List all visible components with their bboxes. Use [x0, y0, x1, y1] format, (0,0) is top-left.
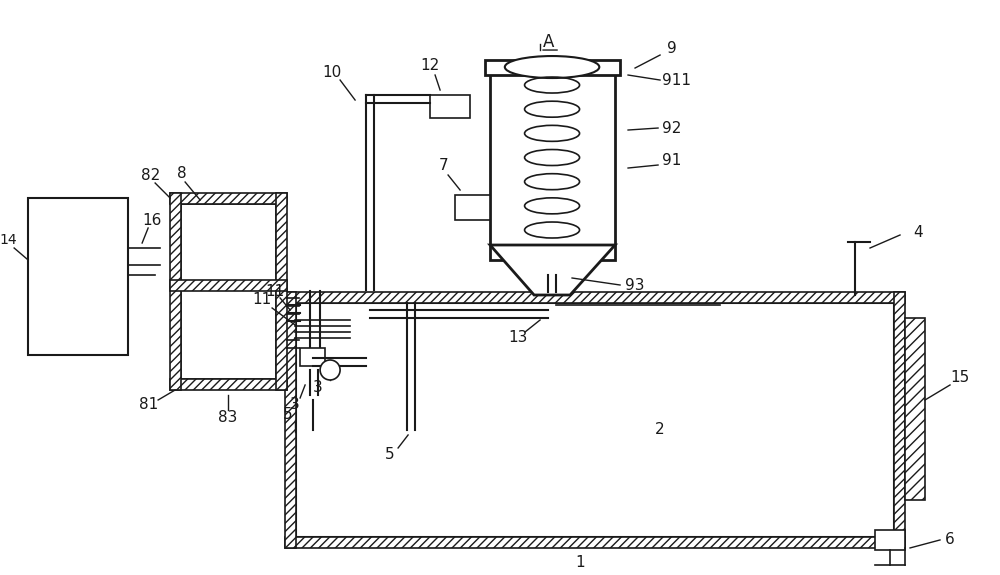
Text: 2: 2	[655, 423, 665, 438]
Text: 15: 15	[950, 370, 970, 385]
Text: 5: 5	[283, 408, 293, 423]
Text: 93: 93	[625, 278, 645, 293]
Bar	[170, 280, 287, 291]
Text: 11: 11	[252, 293, 272, 308]
Bar	[285, 292, 905, 303]
Bar	[170, 193, 181, 390]
Circle shape	[320, 360, 340, 380]
Text: 91: 91	[662, 152, 682, 167]
Bar	[181, 204, 276, 379]
Text: 1: 1	[575, 555, 585, 570]
Bar	[485, 60, 620, 75]
Text: 9: 9	[667, 40, 677, 56]
Bar	[894, 292, 905, 548]
Text: 14: 14	[0, 233, 17, 247]
Bar	[300, 348, 325, 366]
Bar	[905, 318, 925, 500]
Text: 8: 8	[177, 166, 187, 181]
Bar	[430, 95, 470, 118]
Text: 10: 10	[322, 64, 342, 79]
Ellipse shape	[505, 56, 599, 78]
Polygon shape	[490, 245, 615, 295]
Bar	[276, 193, 287, 390]
Text: 82: 82	[141, 167, 160, 182]
Bar	[875, 530, 905, 550]
Text: 5: 5	[385, 447, 395, 462]
Text: 7: 7	[438, 158, 448, 172]
Text: 12: 12	[420, 58, 440, 72]
Text: 81: 81	[139, 397, 158, 412]
Text: 4: 4	[913, 224, 923, 240]
Bar	[490, 70, 615, 260]
Text: 11: 11	[265, 285, 285, 300]
Bar	[296, 303, 894, 537]
Text: 13: 13	[508, 331, 528, 346]
Text: 3: 3	[290, 397, 300, 412]
Text: 16: 16	[142, 213, 162, 228]
Bar	[455, 195, 490, 220]
Bar	[170, 379, 287, 390]
Text: A: A	[542, 33, 554, 51]
Text: 92: 92	[662, 121, 682, 136]
Text: 3: 3	[313, 381, 323, 396]
Bar	[28, 198, 128, 355]
Bar	[170, 193, 287, 204]
Text: 83: 83	[218, 411, 238, 425]
Text: 911: 911	[662, 72, 691, 87]
Bar	[285, 537, 905, 548]
Bar	[285, 292, 296, 548]
Text: 6: 6	[945, 532, 955, 547]
